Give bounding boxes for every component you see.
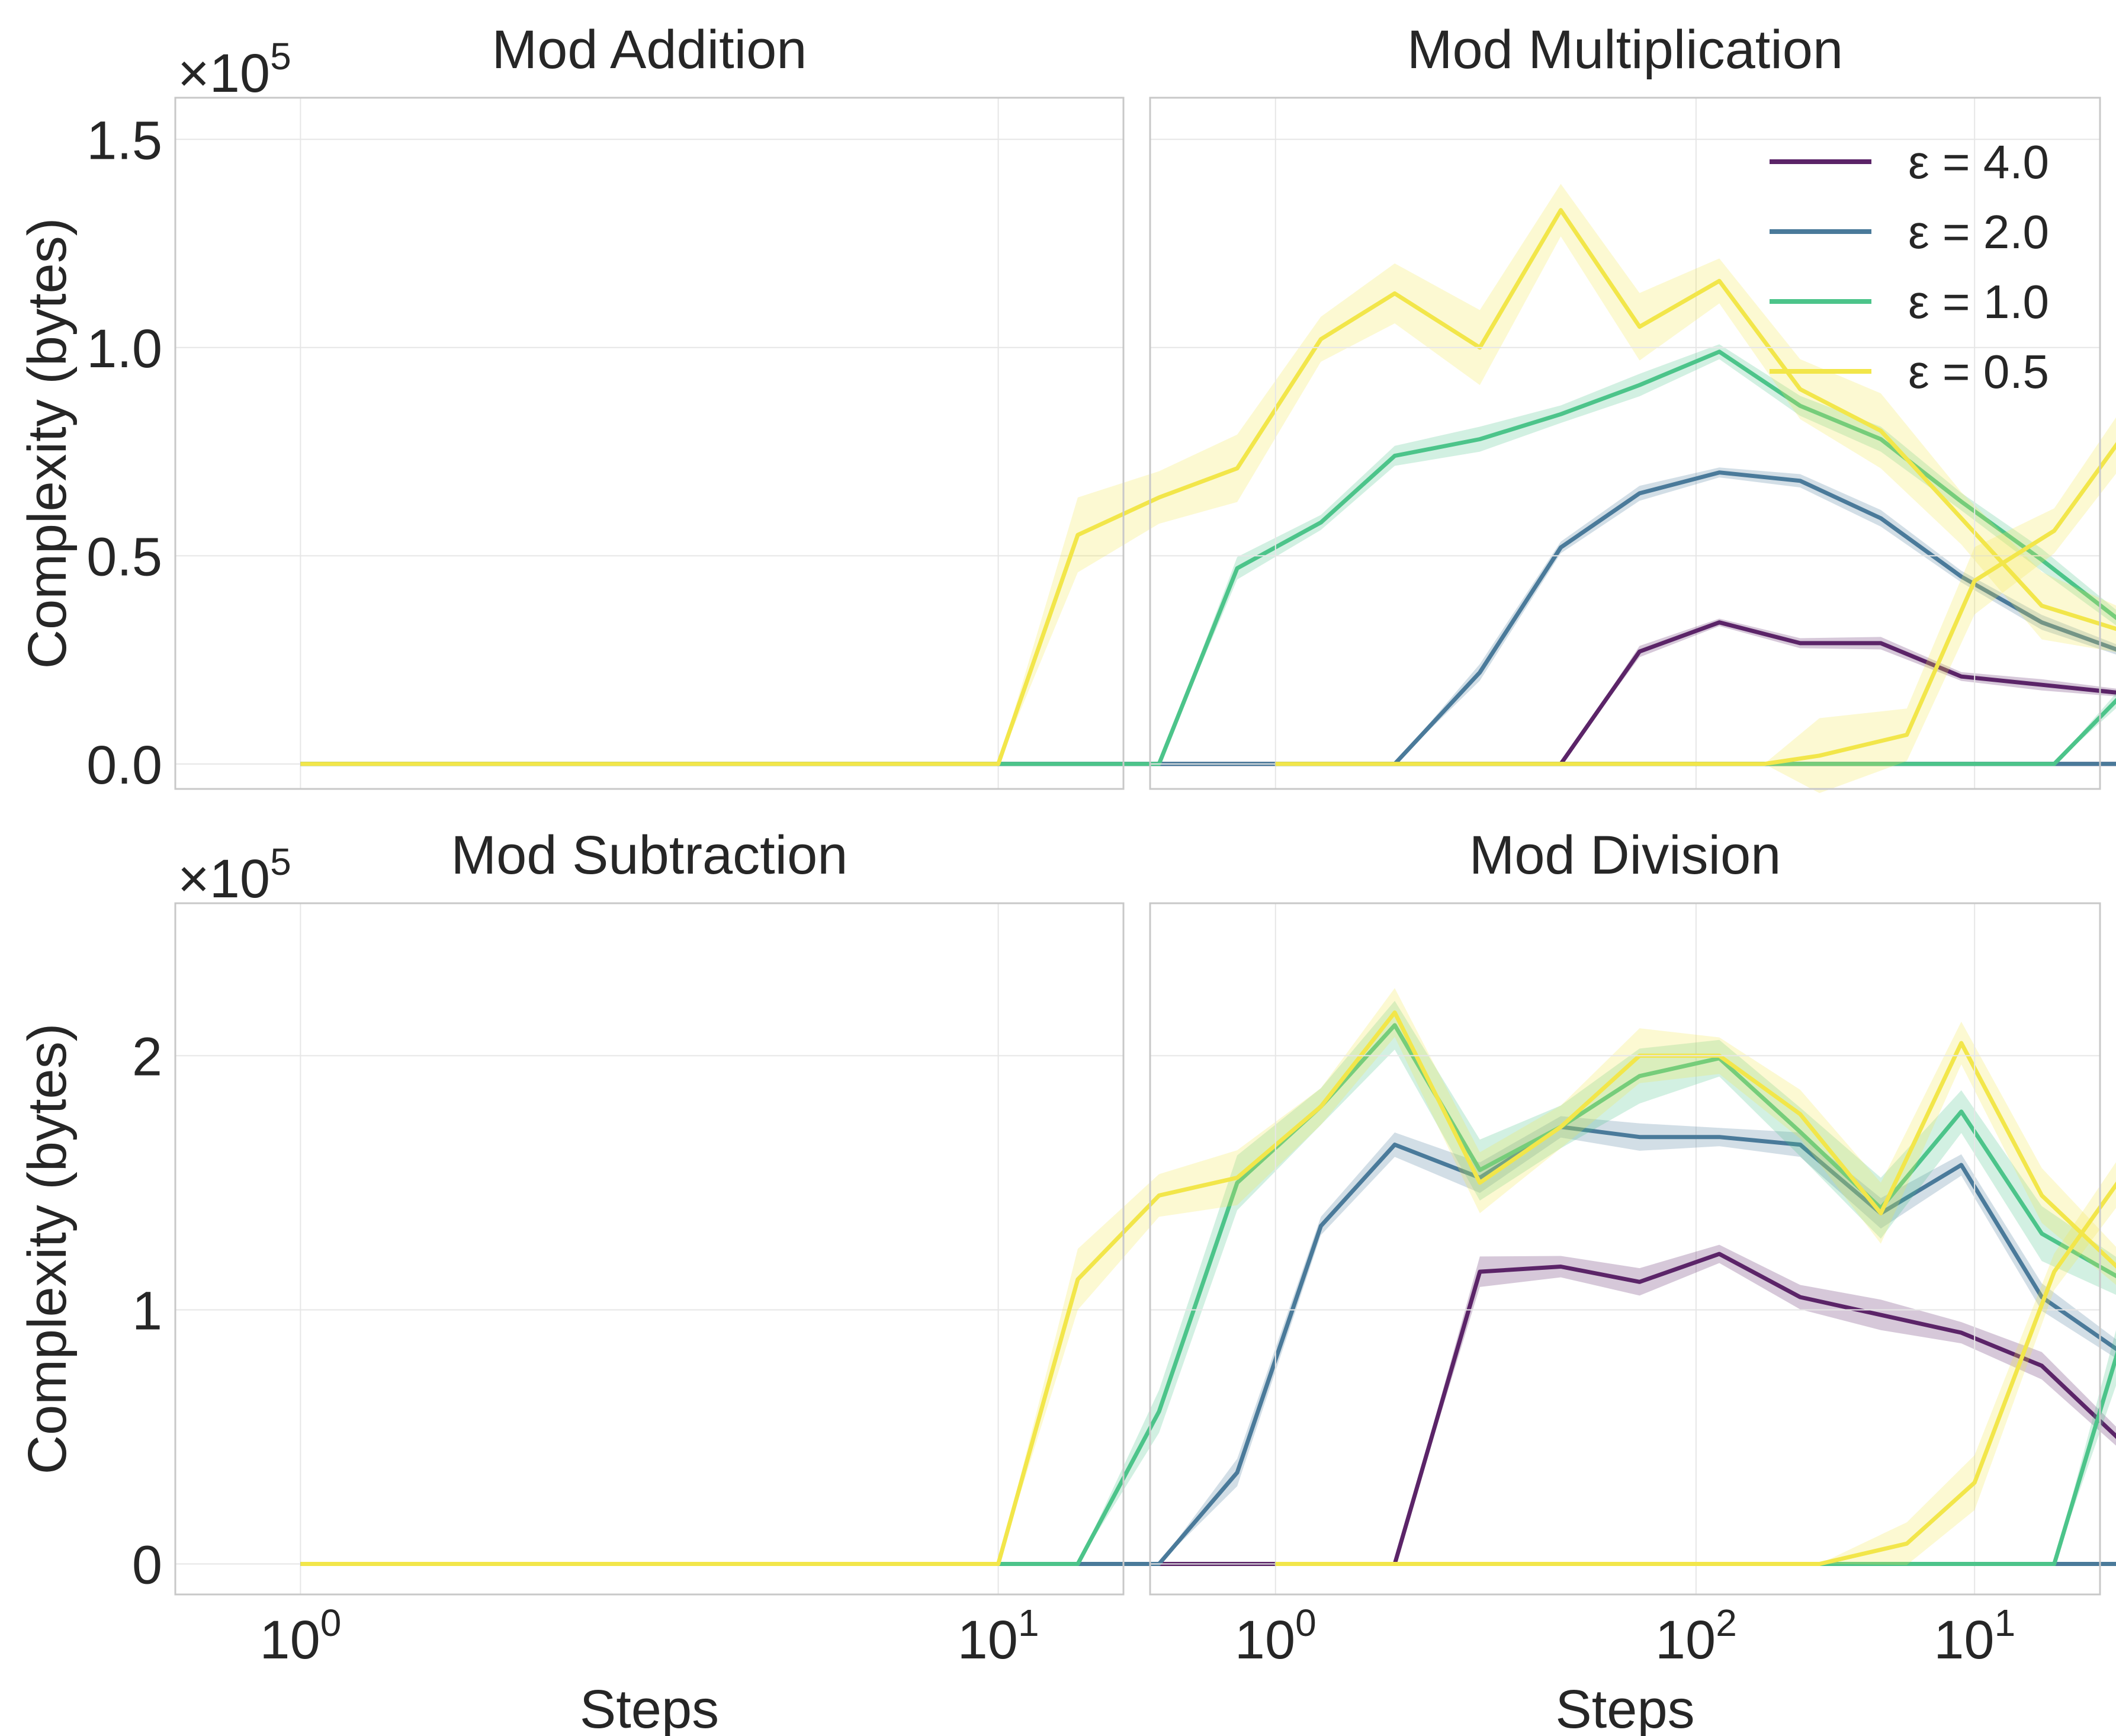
x-tick-label: 101: [1934, 1602, 2015, 1670]
subplot-grid: Mod Addition 0.0 0.5 1.0 1.5 ×105 Complexity (…: [17, 20, 2116, 1736]
legend-label: ε = 1.0: [1908, 275, 2049, 328]
series-0.5: [1275, 1162, 2116, 1566]
series-line: [300, 349, 2116, 766]
y-tick-label: 0: [132, 1535, 162, 1596]
legend-item: ε = 4.0: [1770, 136, 2049, 188]
x-tick-label: 102: [1655, 1602, 1737, 1670]
confidence-band: [300, 184, 2116, 764]
subplot-title: Mod Addition: [492, 20, 807, 80]
axes-frame: [1149, 902, 2101, 1596]
legend-label: ε = 2.0: [1908, 206, 2049, 258]
legend-label: ε = 4.0: [1908, 136, 2049, 188]
y-tick-label: 1: [132, 1281, 162, 1341]
axes-frame: [174, 902, 1125, 1596]
series-1.0: [1275, 1330, 2116, 1566]
series-0.5: [300, 988, 2116, 1566]
series-line: [300, 1125, 2116, 1566]
series-line: [1275, 442, 2116, 766]
x-axis-label: Steps: [1555, 1679, 1694, 1736]
legend-item: ε = 1.0: [1770, 275, 2049, 328]
series-line: [1275, 1350, 2116, 1566]
axes-frame: [174, 97, 1125, 790]
y-axis-label: Complexity (bytes): [17, 1023, 78, 1475]
series-line: [300, 1010, 2116, 1566]
y-tick-label: 0.0: [86, 735, 162, 795]
confidence-band: [300, 1000, 2116, 1564]
x-tick-label: 100: [259, 1602, 341, 1670]
x-axis-label: Steps: [580, 1679, 719, 1736]
y-tick-label: 1.0: [86, 319, 162, 379]
x-tick-label: 100: [1235, 1602, 1317, 1670]
legend-item: ε = 2.0: [1770, 206, 2049, 258]
y-axis-multiplier: ×105: [178, 840, 291, 909]
subplot-mod-multiplication: Mod Multiplication: [1149, 20, 2116, 793]
series-line: [1275, 1181, 2116, 1566]
x-tick-label: 101: [958, 1602, 1039, 1670]
y-axis-label: Complexity (bytes): [17, 218, 78, 669]
series-2.0: [300, 1116, 2116, 1566]
axes-frame: [1149, 97, 2101, 790]
series-1.0: [300, 344, 2116, 766]
subplot-title: Mod Division: [1469, 825, 1781, 885]
y-tick-label: 1.5: [86, 110, 162, 171]
subplot-mod-division: Mod Division100101102103104Steps: [1149, 825, 2116, 1736]
y-axis-multiplier: ×105: [178, 35, 291, 104]
series-1.0: [1275, 693, 2116, 766]
y-tick-label: 2: [132, 1026, 162, 1087]
subplot-title: Mod Multiplication: [1407, 20, 1843, 80]
subplot-title: Mod Subtraction: [451, 825, 848, 885]
legend: ε = 4.0 ε = 2.0 ε = 1.0 ε = 0.5: [1770, 136, 2049, 398]
y-tick-label: 0.5: [86, 527, 162, 587]
series-line: [1275, 698, 2116, 766]
legend-item: ε = 0.5: [1770, 345, 2049, 398]
legend-label: ε = 0.5: [1908, 345, 2049, 398]
series-0.5: [1275, 417, 2116, 793]
